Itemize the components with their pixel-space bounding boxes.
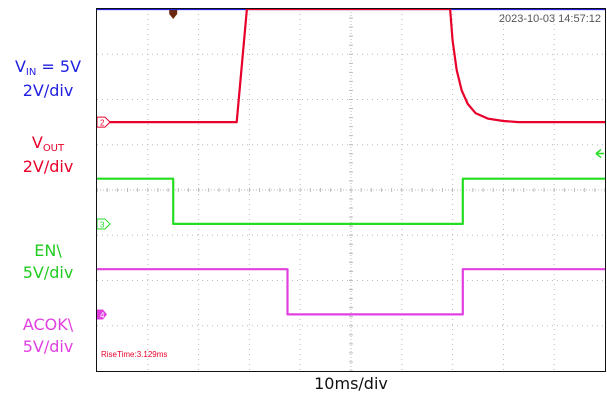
vout-label: VOUT 2V/div	[0, 132, 96, 177]
channel-marker	[97, 218, 111, 230]
channel-marker-label: 2	[100, 119, 105, 128]
acok-label-text: ACOK\	[22, 315, 74, 334]
en-scale: 5V/div	[22, 262, 74, 282]
vin-label-sub: IN	[25, 67, 37, 78]
trace-3	[97, 177, 605, 225]
vin-label-symbol: V	[14, 57, 26, 76]
timestamp: 2023-10-03 14:57:12	[498, 13, 601, 25]
en-label-text: EN\	[34, 241, 62, 260]
channel-marker	[97, 309, 107, 320]
acok-label: ACOK\ 5V/div	[0, 314, 96, 357]
risetime-annotation: RiseTime:3.129ms	[101, 350, 168, 359]
scope-plot: 2 3 4	[97, 9, 605, 371]
vout-label-symbol: V	[31, 133, 43, 152]
vout-scale: 2V/div	[22, 156, 74, 176]
channel-marker	[97, 116, 111, 128]
acok-scale: 5V/div	[22, 336, 74, 356]
trigger-marker	[169, 9, 178, 19]
vout-label-sub: OUT	[42, 143, 65, 154]
channel-marker-label: 4	[100, 311, 105, 320]
en-label: EN\ 5V/div	[0, 240, 96, 283]
vin-label-rest: = 5V	[36, 57, 82, 76]
vin-scale: 2V/div	[22, 80, 74, 100]
arrow-left-icon	[595, 148, 604, 159]
channel-marker-label: 3	[100, 220, 105, 229]
vin-label: VIN = 5V 2V/div	[0, 56, 96, 101]
timebase-label: 10ms/div	[314, 374, 388, 393]
trace-4	[97, 268, 605, 316]
scope-screen: 2 3 4 2023-10-03 14:57:12 RiseTime:3.129ms	[96, 8, 606, 372]
trace-2	[97, 9, 605, 124]
